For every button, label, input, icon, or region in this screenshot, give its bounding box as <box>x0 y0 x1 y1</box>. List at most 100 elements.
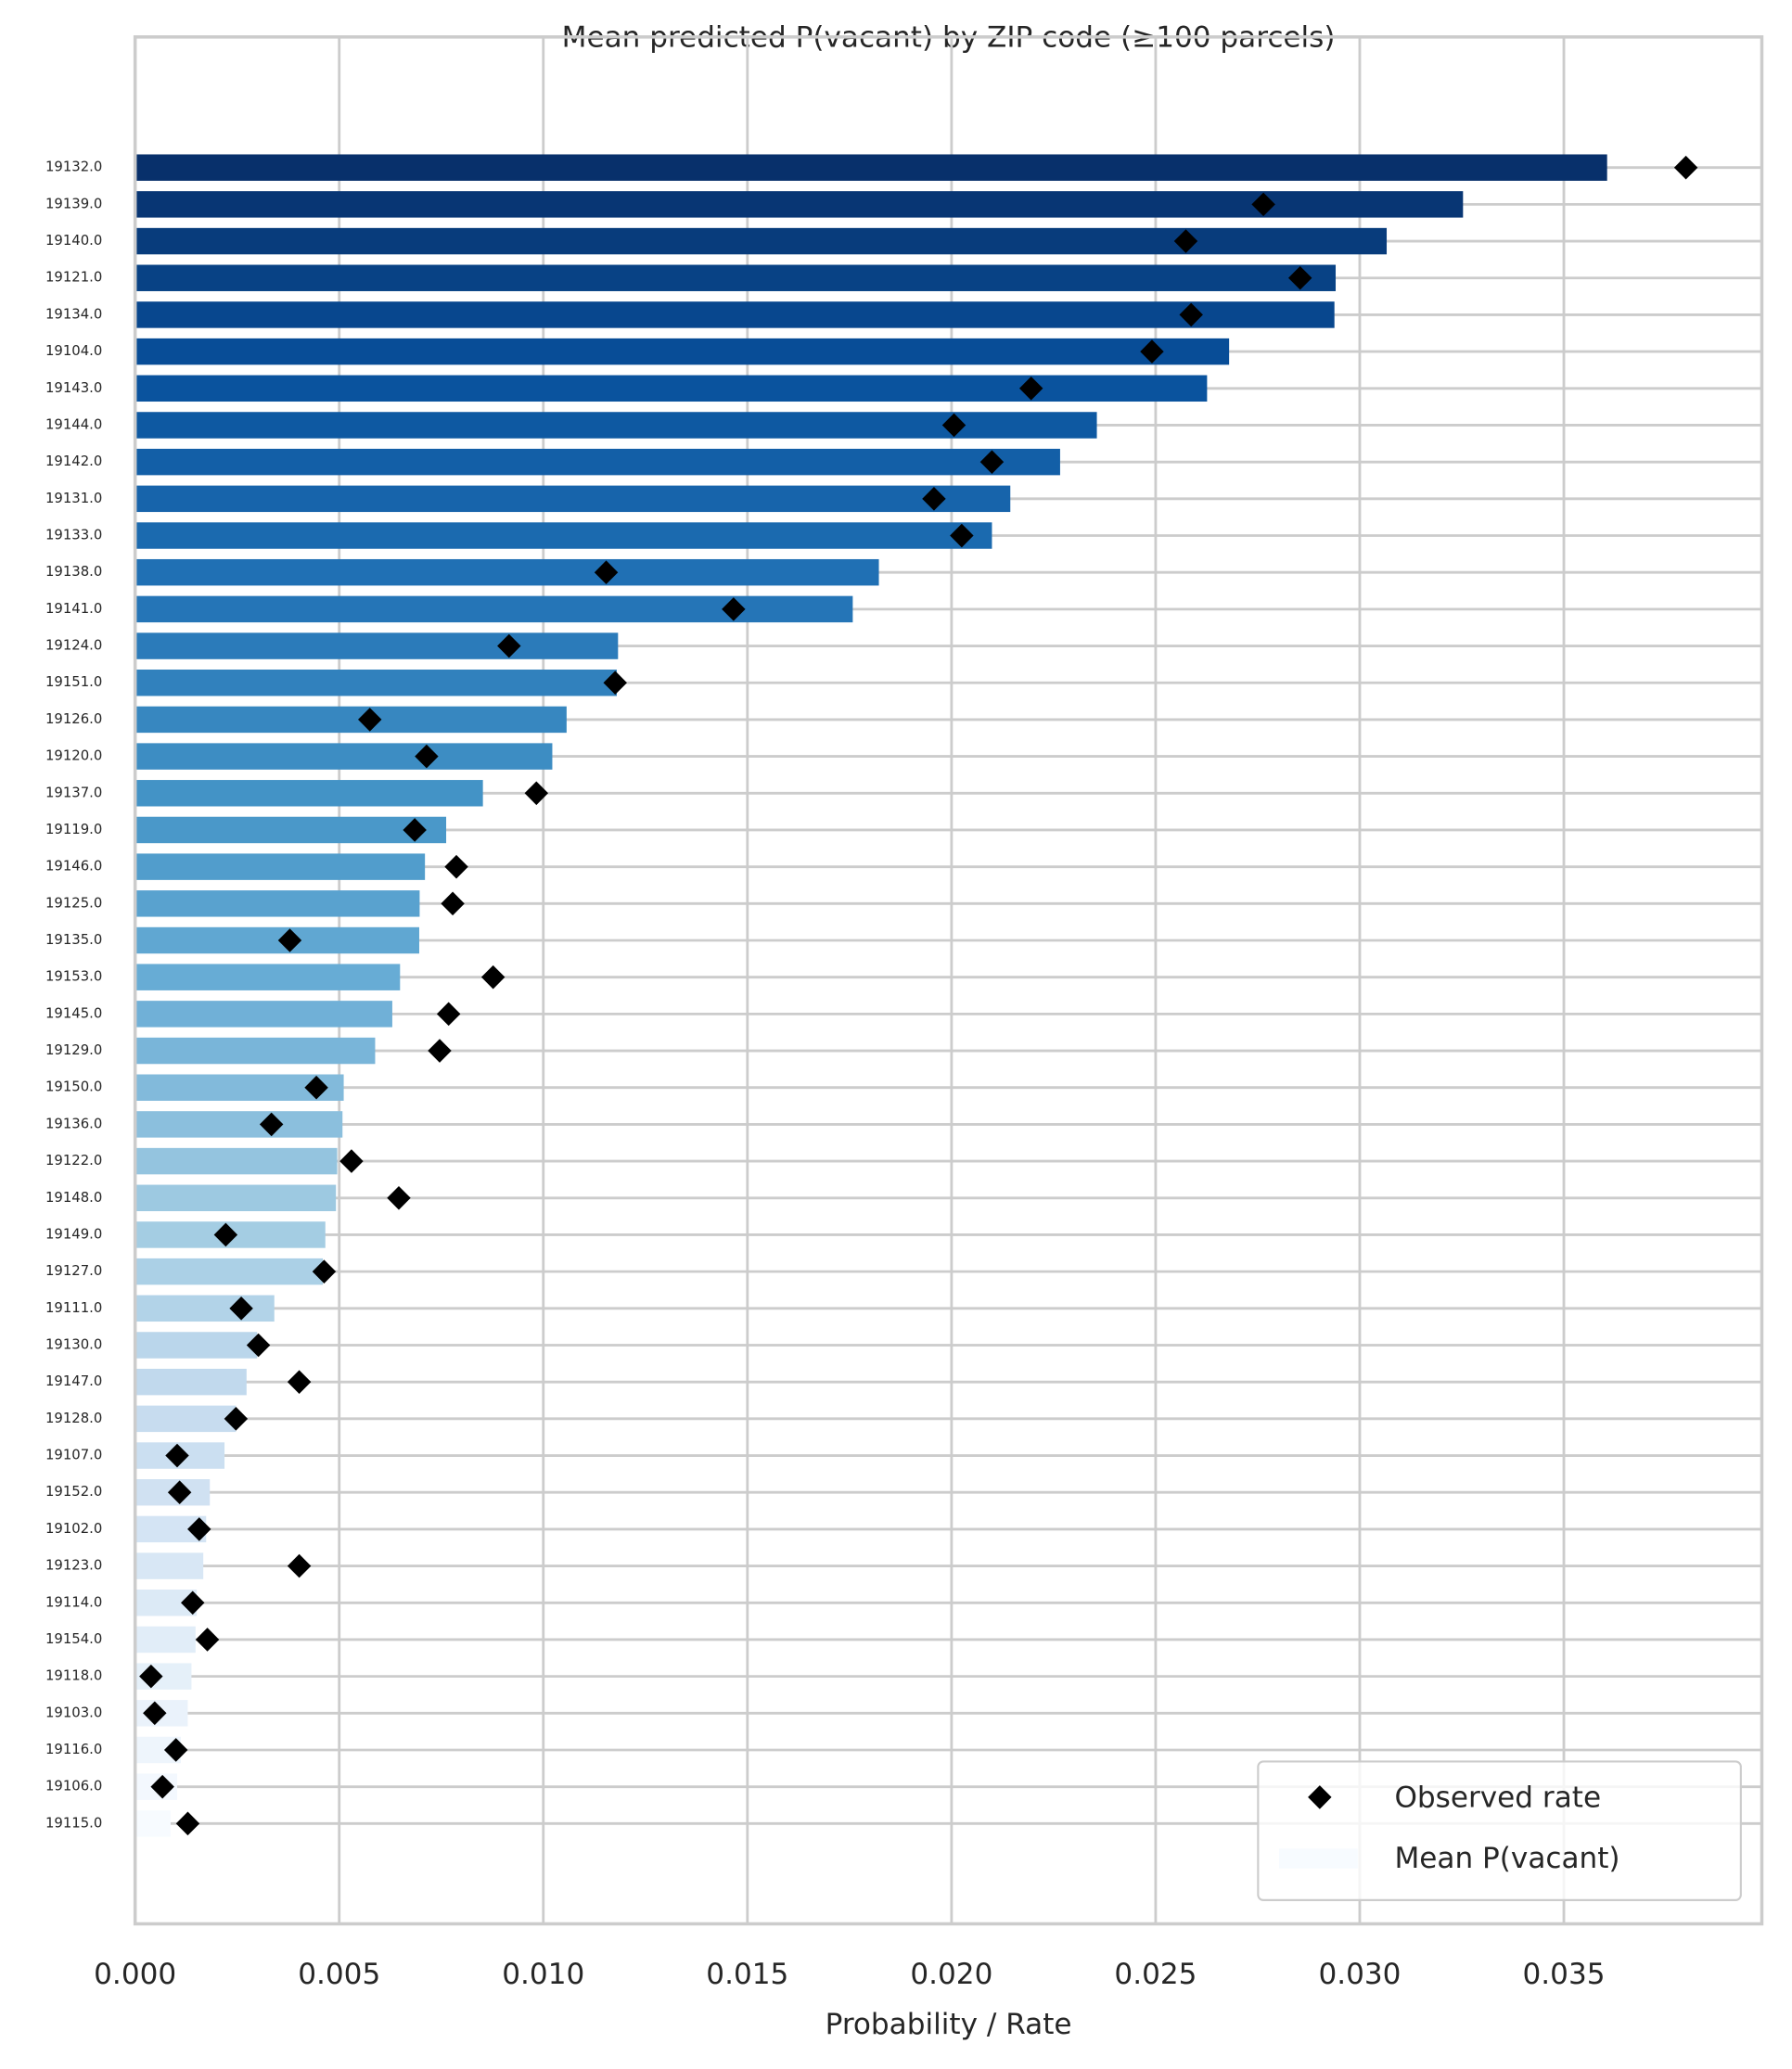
observed-marker <box>213 1222 238 1247</box>
x-tick-label: 0.000 <box>94 1958 176 1991</box>
observed-marker <box>1018 376 1043 401</box>
observed-marker <box>181 1590 205 1616</box>
bar <box>134 964 401 990</box>
x-tick-label: 0.005 <box>298 1958 380 1991</box>
bar <box>134 632 619 659</box>
observed-marker <box>1251 192 1275 217</box>
legend-box <box>1257 1760 1742 1901</box>
bar <box>134 227 1388 255</box>
observed-marker <box>436 1002 461 1027</box>
bar <box>134 706 567 734</box>
y-tick-label: 19124.0 <box>45 637 102 654</box>
y-tick-label: 19129.0 <box>45 1041 102 1058</box>
bar <box>134 1810 171 1837</box>
y-tick-label: 19146.0 <box>45 858 102 875</box>
legend-swatch <box>1278 1848 1358 1869</box>
y-tick-label: 19128.0 <box>45 1410 102 1426</box>
bar <box>134 1037 376 1065</box>
observed-marker <box>165 1443 189 1468</box>
y-tick-label: 19123.0 <box>45 1557 102 1574</box>
y-tick-label: 19103.0 <box>45 1704 102 1720</box>
y-tick-label: 19150.0 <box>45 1079 102 1095</box>
observed-marker <box>1673 155 1698 180</box>
x-tick-label: 0.035 <box>1523 1958 1606 1991</box>
observed-marker <box>722 597 746 621</box>
observed-marker <box>277 928 302 952</box>
observed-marker <box>428 1039 452 1063</box>
bar <box>134 338 1230 365</box>
observed-marker <box>358 708 382 732</box>
y-tick-label: 19145.0 <box>45 1004 102 1021</box>
x-tick-label: 0.025 <box>1114 1958 1197 1991</box>
legend-label: Mean P(vacant) <box>1394 1842 1619 1875</box>
observed-marker <box>167 1480 192 1505</box>
x-tick-label: 0.030 <box>1318 1958 1401 1991</box>
y-tick-label: 19140.0 <box>45 232 102 249</box>
observed-marker <box>444 854 468 879</box>
bar <box>134 816 447 844</box>
plot-frame <box>133 35 1764 1926</box>
y-tick-label: 19127.0 <box>45 1262 102 1279</box>
bar <box>134 191 1464 218</box>
bar <box>134 780 483 807</box>
observed-marker <box>195 1628 220 1652</box>
bar <box>134 890 420 917</box>
y-tick-label: 19111.0 <box>45 1299 102 1316</box>
observed-marker <box>480 964 506 990</box>
observed-marker <box>163 1738 188 1762</box>
y-tick-label: 19104.0 <box>45 342 102 359</box>
y-tick-label: 19137.0 <box>45 784 102 800</box>
bar <box>134 1295 275 1322</box>
bar <box>134 1626 196 1654</box>
y-tick-label: 19102.0 <box>45 1520 102 1537</box>
y-tick-label: 19154.0 <box>45 1630 102 1647</box>
y-tick-label: 19136.0 <box>45 1115 102 1131</box>
observed-marker <box>441 891 465 916</box>
bar <box>134 1552 204 1579</box>
bar <box>134 558 879 586</box>
bar <box>134 264 1337 291</box>
observed-marker <box>594 560 619 584</box>
bar <box>134 1368 247 1396</box>
bar <box>134 375 1208 402</box>
bar <box>134 1405 237 1433</box>
legend-label: Observed rate <box>1394 1781 1601 1814</box>
observed-marker <box>175 1811 200 1836</box>
y-tick-label: 19152.0 <box>45 1483 102 1500</box>
y-tick-label: 19141.0 <box>45 600 102 617</box>
observed-marker <box>312 1259 337 1284</box>
y-tick-label: 19131.0 <box>45 490 102 506</box>
y-tick-label: 19138.0 <box>45 563 102 580</box>
y-tick-label: 19115.0 <box>45 1814 102 1831</box>
y-tick-label: 19119.0 <box>45 821 102 837</box>
observed-marker <box>1173 229 1198 253</box>
bar <box>134 1001 392 1028</box>
observed-marker <box>139 1664 163 1689</box>
observed-marker <box>287 1370 312 1394</box>
y-tick-label: 19149.0 <box>45 1225 102 1242</box>
bar <box>134 926 419 954</box>
y-tick-label: 19134.0 <box>45 305 102 322</box>
observed-marker <box>524 781 549 806</box>
bar <box>134 485 1011 513</box>
observed-marker <box>143 1701 167 1726</box>
bar <box>134 522 992 549</box>
bar <box>134 670 617 696</box>
y-tick-label: 19106.0 <box>45 1778 102 1794</box>
y-tick-label: 19122.0 <box>45 1152 102 1169</box>
bar <box>134 1147 338 1175</box>
y-tick-label: 19133.0 <box>45 526 102 543</box>
bar <box>134 301 1335 328</box>
bar <box>134 1111 343 1138</box>
y-tick-label: 19116.0 <box>45 1741 102 1757</box>
y-tick-label: 19142.0 <box>45 453 102 469</box>
observed-marker <box>224 1407 249 1431</box>
bar <box>134 743 553 770</box>
y-tick-label: 19151.0 <box>45 673 102 690</box>
y-tick-label: 19120.0 <box>45 747 102 764</box>
x-axis-label: Probability / Rate <box>826 2008 1072 2041</box>
y-tick-label: 19143.0 <box>45 379 102 396</box>
bar <box>134 1258 324 1285</box>
bar <box>134 853 426 880</box>
